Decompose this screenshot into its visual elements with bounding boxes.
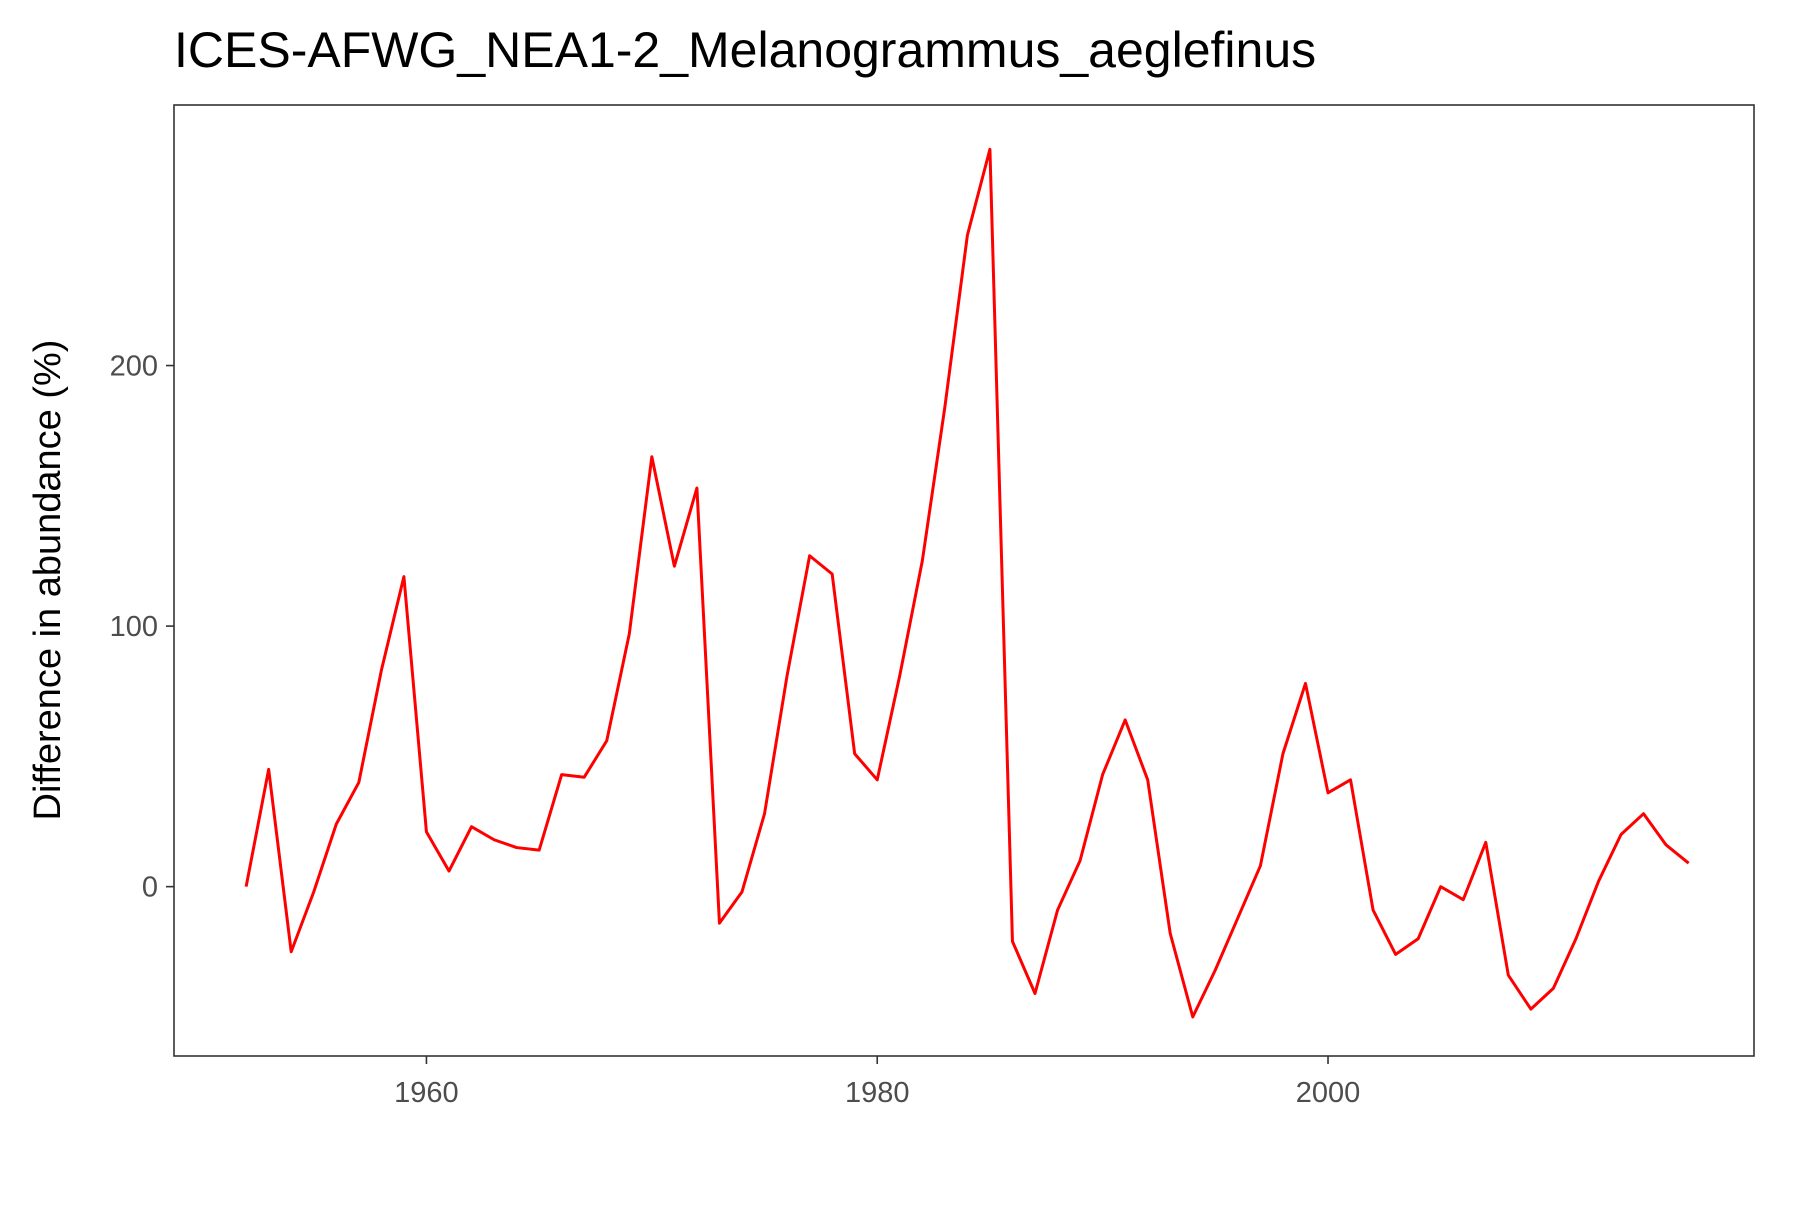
x-tick-label: 2000 (1296, 1077, 1361, 1109)
y-tick-label: 100 (110, 611, 158, 643)
x-axis-ticks: 1960 1980 2000 (394, 1056, 1360, 1109)
x-tick-label: 1980 (845, 1077, 910, 1109)
y-tick-label: 0 (142, 872, 158, 904)
x-tick-label: 1960 (394, 1077, 459, 1109)
y-tick-label: 200 (110, 351, 158, 383)
plot-area: 0 100 200 1960 1980 2000 (110, 105, 1754, 1109)
series-line (246, 149, 1689, 1017)
y-axis-ticks: 0 100 200 (110, 351, 174, 904)
series-group (246, 149, 1689, 1017)
plot-panel-border (174, 105, 1754, 1056)
y-axis-label: Difference in abundance (%) (27, 340, 69, 821)
chart-title: ICES-AFWG_NEA1-2_Melanogrammus_aeglefinu… (174, 22, 1316, 78)
